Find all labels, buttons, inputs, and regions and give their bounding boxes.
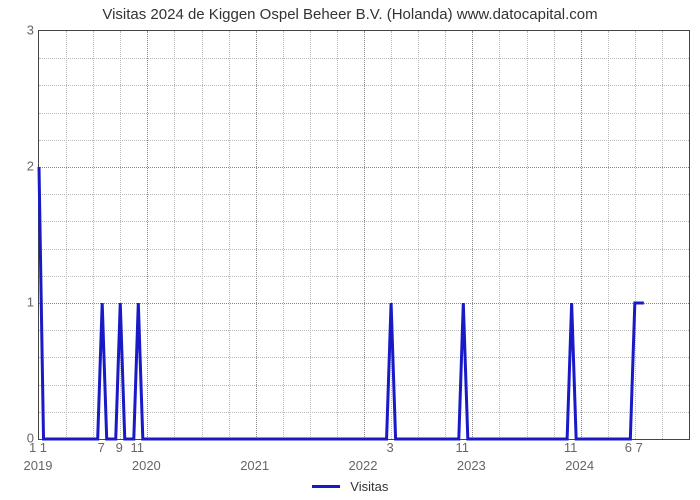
y-tick-label: 3 xyxy=(27,23,34,38)
y-tick-label: 2 xyxy=(27,159,34,174)
x-tick-label: 11 xyxy=(564,440,578,455)
x-tick-label: 3 xyxy=(386,440,393,455)
legend-label: Visitas xyxy=(350,479,388,494)
visits-chart: Visitas 2024 de Kiggen Ospel Beheer B.V.… xyxy=(0,0,700,500)
chart-title: Visitas 2024 de Kiggen Ospel Beheer B.V.… xyxy=(0,0,700,23)
x-year-label: 2024 xyxy=(565,458,594,473)
legend: Visitas xyxy=(0,478,700,494)
x-year-label: 2022 xyxy=(349,458,378,473)
data-line xyxy=(39,31,689,439)
x-tick-label: 11 xyxy=(456,440,470,455)
x-year-label: 2021 xyxy=(240,458,269,473)
legend-swatch xyxy=(312,485,340,488)
x-year-label: 2020 xyxy=(132,458,161,473)
x-year-label: 2023 xyxy=(457,458,486,473)
y-tick-label: 1 xyxy=(27,295,34,310)
x-year-label: 2019 xyxy=(24,458,53,473)
plot-area xyxy=(38,30,690,440)
x-tick-label: 9 xyxy=(116,440,123,455)
x-tick-label: 7 xyxy=(98,440,105,455)
x-tick-label: 11 xyxy=(131,440,145,455)
x-tick-label: 1 1 xyxy=(29,440,47,455)
x-tick-label: 6 7 xyxy=(625,440,643,455)
